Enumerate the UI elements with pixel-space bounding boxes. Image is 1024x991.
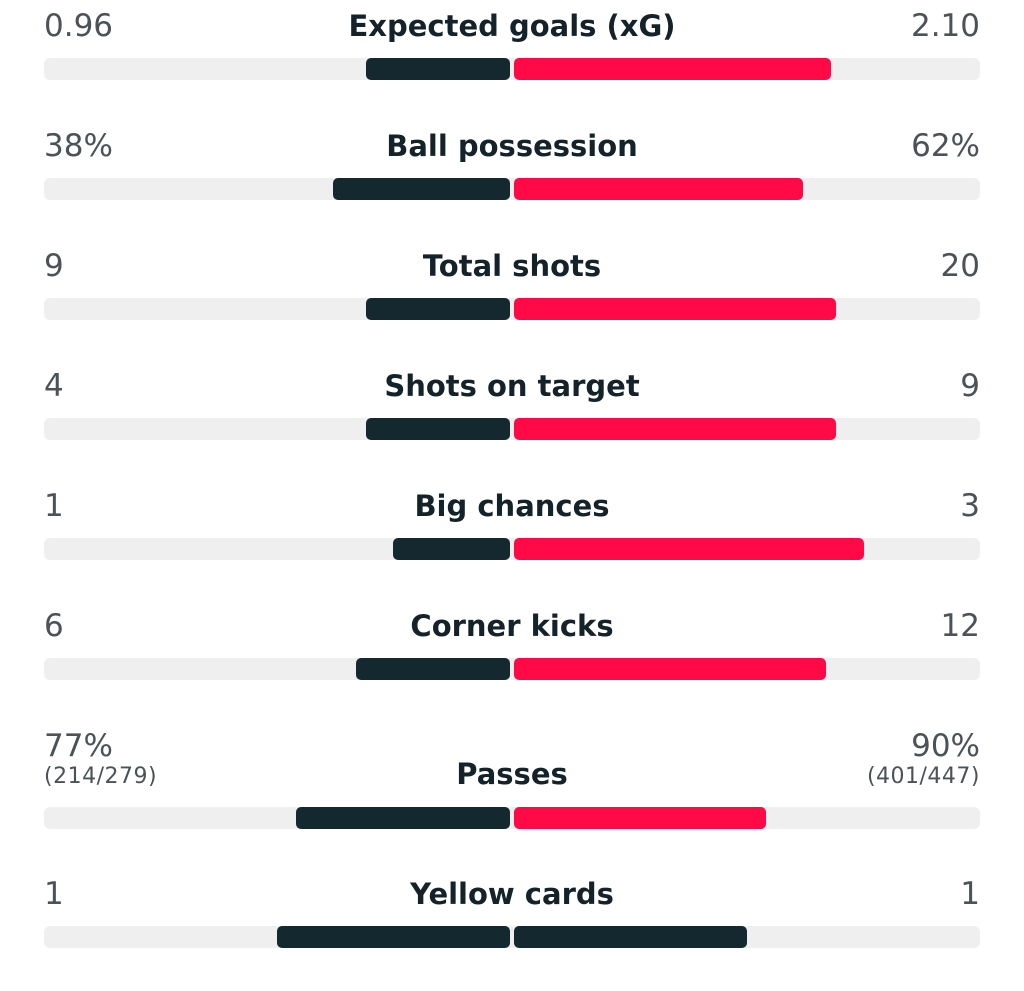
- away-bar: [514, 58, 831, 80]
- home-value: 6: [44, 608, 64, 644]
- away-bar: [514, 658, 826, 680]
- away-bar: [514, 178, 803, 200]
- stat-label: Shots on target: [384, 369, 640, 403]
- home-bar: [333, 178, 510, 200]
- stat-label: Yellow cards: [410, 877, 614, 911]
- stat-label: Expected goals (xG): [348, 9, 676, 43]
- home-value: 1: [44, 488, 64, 524]
- comparison-bar: [44, 178, 980, 200]
- away-value: 62%: [911, 128, 980, 164]
- home-bar: [356, 658, 510, 680]
- away-bar: [514, 926, 747, 948]
- comparison-bar: [44, 658, 980, 680]
- comparison-bar: [44, 298, 980, 320]
- away-bar: [514, 418, 836, 440]
- away-bar: [514, 298, 836, 320]
- stat-label: Total shots: [422, 249, 602, 283]
- home-bar: [366, 418, 510, 440]
- away-value: 3: [960, 488, 980, 524]
- comparison-bar: [44, 418, 980, 440]
- stat-label: Ball possession: [386, 129, 638, 163]
- comparison-bar: [44, 807, 980, 829]
- comparison-bar: [44, 926, 980, 948]
- stat-label: Passes: [456, 757, 568, 791]
- home-bar: [393, 538, 510, 560]
- away-passes-detail: (401/447): [866, 764, 980, 789]
- away-value: 20: [940, 248, 980, 284]
- home-bar: [277, 926, 510, 948]
- home-value: 9: [44, 248, 64, 284]
- home-value: 38%: [44, 128, 113, 164]
- home-bar: [366, 58, 510, 80]
- away-value: 9: [960, 368, 980, 404]
- home-bar: [296, 807, 510, 829]
- away-value: 12: [940, 608, 980, 644]
- comparison-bar: [44, 538, 980, 560]
- home-value: 1: [44, 876, 64, 912]
- home-passes-detail: (214/279): [44, 764, 158, 789]
- home-value: 0.96: [44, 8, 114, 44]
- home-value: 4: [44, 368, 64, 404]
- away-value: 2.10: [910, 8, 980, 44]
- away-value: 90%: [911, 728, 980, 764]
- home-value: 77%: [44, 728, 113, 764]
- away-bar: [514, 807, 766, 829]
- away-value: 1: [960, 876, 980, 912]
- stat-label: Big chances: [414, 489, 610, 523]
- comparison-bar: [44, 58, 980, 80]
- stat-label: Corner kicks: [410, 609, 614, 643]
- away-bar: [514, 538, 864, 560]
- home-bar: [366, 298, 510, 320]
